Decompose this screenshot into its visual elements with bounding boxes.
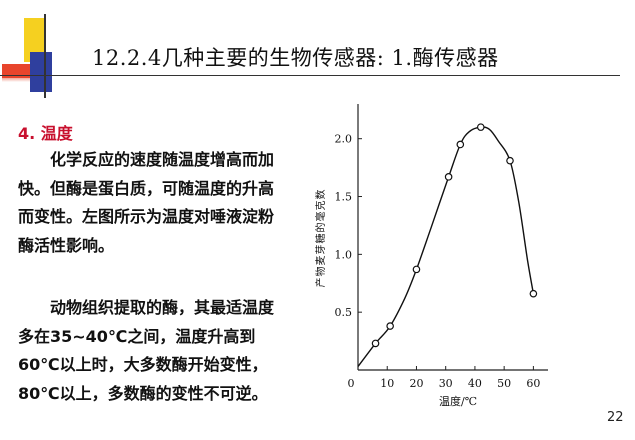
y-tick-label: 1.5 xyxy=(335,191,353,204)
y-tick-label: 1.0 xyxy=(335,248,353,261)
x-tick-label: 20 xyxy=(409,377,423,390)
data-point xyxy=(456,140,465,149)
x-tick-label: 40 xyxy=(468,377,482,390)
x-tick-label: 60 xyxy=(526,377,540,390)
paragraph-optimal-temperature: 动物组织提取的酶，其最适温度多在35~40℃之间，温度升高到60℃以上时，大多数… xyxy=(18,298,275,403)
x-tick-label: 50 xyxy=(497,377,511,390)
slide-title: 12.2.4几种主要的生物传感器: 1.酶传感器 xyxy=(92,46,499,70)
decor-blue-block xyxy=(30,52,52,92)
y-tick-label: 2.0 xyxy=(335,133,353,146)
data-point xyxy=(371,339,380,348)
y-tick-label: 0.5 xyxy=(335,306,353,319)
data-point xyxy=(444,173,453,181)
decor-vertical-line xyxy=(44,14,46,98)
x-axis-label: 温度/℃ xyxy=(439,394,477,408)
page-number: 22 xyxy=(607,410,624,425)
title-divider-line xyxy=(0,75,620,76)
decor-red-fade xyxy=(2,78,32,82)
activity-curve xyxy=(357,126,535,367)
section-heading: 4. 温度 xyxy=(18,124,73,143)
origin-label: 0 xyxy=(348,377,355,390)
data-point xyxy=(412,265,421,274)
x-ticks: 10 20 30 40 50 60 xyxy=(380,366,540,390)
data-point xyxy=(476,123,485,131)
data-points xyxy=(371,123,538,348)
decor-yellow-block xyxy=(24,18,44,62)
data-point xyxy=(529,289,538,298)
x-tick-label: 30 xyxy=(439,377,453,390)
x-tick-label: 10 xyxy=(380,377,394,390)
paragraph-temperature-effect: 化学反应的速度随温度增高而加快。但酶是蛋白质，可随温度的升高而变性。左图所示为温… xyxy=(18,150,275,255)
y-axis-label: 产物麦芽糖的毫克数 xyxy=(314,189,327,288)
enzyme-temperature-chart: 0 产物麦芽糖的毫克数 温度/℃ 10 20 30 40 50 60 0.5 1.0 1.5 2… xyxy=(314,104,548,408)
data-point xyxy=(506,156,514,165)
y-ticks: 0.5 1.0 1.5 2.0 xyxy=(335,133,362,319)
data-point xyxy=(386,322,394,330)
